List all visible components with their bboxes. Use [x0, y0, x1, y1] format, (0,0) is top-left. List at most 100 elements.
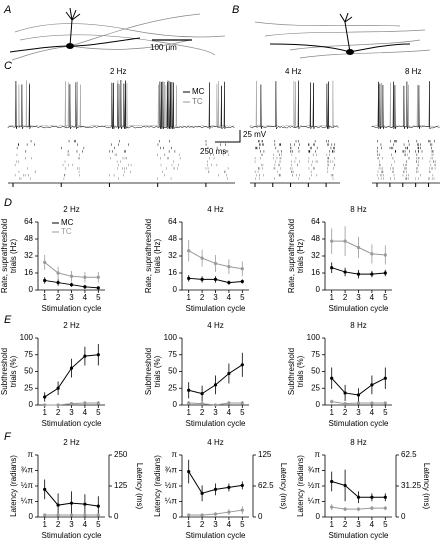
x-axis-label: Stimulation cycle	[185, 531, 246, 540]
point	[356, 272, 361, 276]
y2-axis-label: Latency (ms)	[135, 463, 144, 510]
y-axis-label: Latency (radians)	[296, 455, 305, 517]
point	[56, 403, 60, 407]
point	[187, 470, 191, 474]
y-tick-label: 75	[168, 350, 177, 359]
legend-label: MC	[61, 218, 74, 227]
x-tick-label: 5	[240, 408, 245, 417]
point	[56, 513, 60, 517]
point	[330, 239, 334, 243]
y-tick-label: ½π	[308, 481, 321, 490]
neuron-b	[254, 12, 431, 59]
chart-title: 8 Hz	[350, 205, 366, 214]
point	[187, 401, 191, 405]
x-tick-label: 3	[213, 293, 218, 302]
y-axis-label: Subthreshold	[144, 348, 153, 395]
x-tick-label: 5	[240, 520, 245, 529]
x-axis-label: Stimulation cycle	[185, 304, 246, 313]
point	[83, 502, 87, 506]
point	[343, 270, 347, 274]
point	[200, 277, 204, 281]
y-tick-label: 100	[164, 333, 178, 342]
y2-axis-label: Latency (ms)	[422, 463, 431, 510]
point	[43, 403, 47, 407]
neuron-a	[9, 7, 226, 61]
y2-tick-label: 125	[114, 481, 128, 490]
x-tick-label: 5	[96, 520, 101, 529]
trace-title: 4 Hz	[285, 67, 301, 76]
y-tick-label: π	[171, 450, 177, 459]
x-tick-label: 3	[69, 520, 74, 529]
x-axis-label: Stimulation cycle	[41, 304, 102, 313]
point	[240, 401, 244, 405]
point	[356, 245, 361, 250]
y-tick-label: 0	[29, 285, 34, 294]
point	[227, 280, 231, 285]
point	[213, 487, 218, 491]
y-axis-label: Latency (radians)	[153, 455, 162, 517]
x-axis-label: Stimulation cycle	[41, 531, 102, 540]
x-tick-label: 3	[69, 293, 74, 302]
y-tick-label: π	[27, 450, 33, 459]
x-tick-label: 4	[227, 520, 232, 529]
point	[383, 401, 387, 405]
point	[343, 391, 347, 395]
point	[187, 276, 191, 280]
y-tick-label: 32	[168, 251, 177, 260]
point	[227, 371, 231, 376]
y2-tick-label: 62.5	[401, 450, 417, 459]
y2-tick-label: 0	[401, 512, 406, 521]
x-axis-label: Stimulation cycle	[328, 304, 389, 313]
point	[96, 504, 100, 508]
y-tick-label: ¾π	[21, 466, 34, 475]
chart-title: 8 Hz	[350, 438, 366, 447]
point	[240, 267, 244, 271]
point	[200, 491, 204, 495]
x-tick-label: 1	[42, 520, 47, 529]
x-tick-label: 4	[83, 293, 88, 302]
y-tick-label: 50	[24, 367, 33, 376]
y-tick-label: 32	[24, 251, 33, 260]
x-tick-label: 3	[356, 520, 361, 529]
point	[83, 285, 87, 289]
x-tick-label: 4	[227, 408, 232, 417]
x-tick-label: 1	[329, 408, 334, 417]
y-tick-label: 48	[311, 234, 320, 243]
x-tick-label: 5	[240, 293, 245, 302]
point	[187, 249, 191, 253]
panel-label: D	[4, 197, 12, 209]
y-tick-label: 64	[311, 217, 320, 226]
y-tick-label: 100	[20, 333, 34, 342]
x-tick-label: 2	[343, 520, 348, 529]
x-axis-label: Stimulation cycle	[328, 531, 389, 540]
y-tick-label: 0	[29, 400, 34, 409]
point	[43, 260, 47, 264]
chart-title: 2 Hz	[63, 205, 79, 214]
point	[330, 376, 334, 380]
y-tick-label: 75	[311, 350, 320, 359]
legend-label: TC	[192, 97, 203, 106]
y2-tick-label: 0	[114, 512, 119, 521]
y2-tick-label: 125	[258, 450, 272, 459]
y-axis-label: Subthreshold	[287, 348, 296, 395]
y-tick-label: 32	[311, 251, 320, 260]
y-tick-label: 25	[168, 383, 177, 392]
point	[69, 283, 74, 287]
x-tick-label: 4	[370, 408, 375, 417]
y-tick-label: 50	[168, 367, 177, 376]
point	[383, 271, 387, 275]
point	[330, 400, 334, 404]
point	[383, 253, 387, 257]
y-tick-label: 0	[316, 512, 321, 521]
x-tick-label: 2	[200, 293, 205, 302]
trace	[249, 80, 339, 130]
y-tick-label: 100	[307, 333, 321, 342]
y-tick-label: ¼π	[308, 497, 321, 506]
y-axis-label: trials (%)	[9, 355, 18, 387]
point	[56, 503, 60, 507]
x-tick-label: 2	[200, 408, 205, 417]
point	[96, 275, 100, 279]
point	[200, 256, 204, 260]
y-tick-label: ¼π	[165, 497, 178, 506]
y-tick-label: 75	[24, 350, 33, 359]
